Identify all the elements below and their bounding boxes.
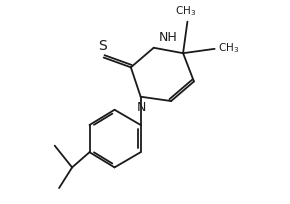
Text: CH$_3$: CH$_3$: [218, 41, 239, 55]
Text: CH$_3$: CH$_3$: [175, 4, 196, 18]
Text: S: S: [98, 39, 107, 53]
Text: NH: NH: [159, 31, 177, 44]
Text: N: N: [137, 102, 146, 114]
